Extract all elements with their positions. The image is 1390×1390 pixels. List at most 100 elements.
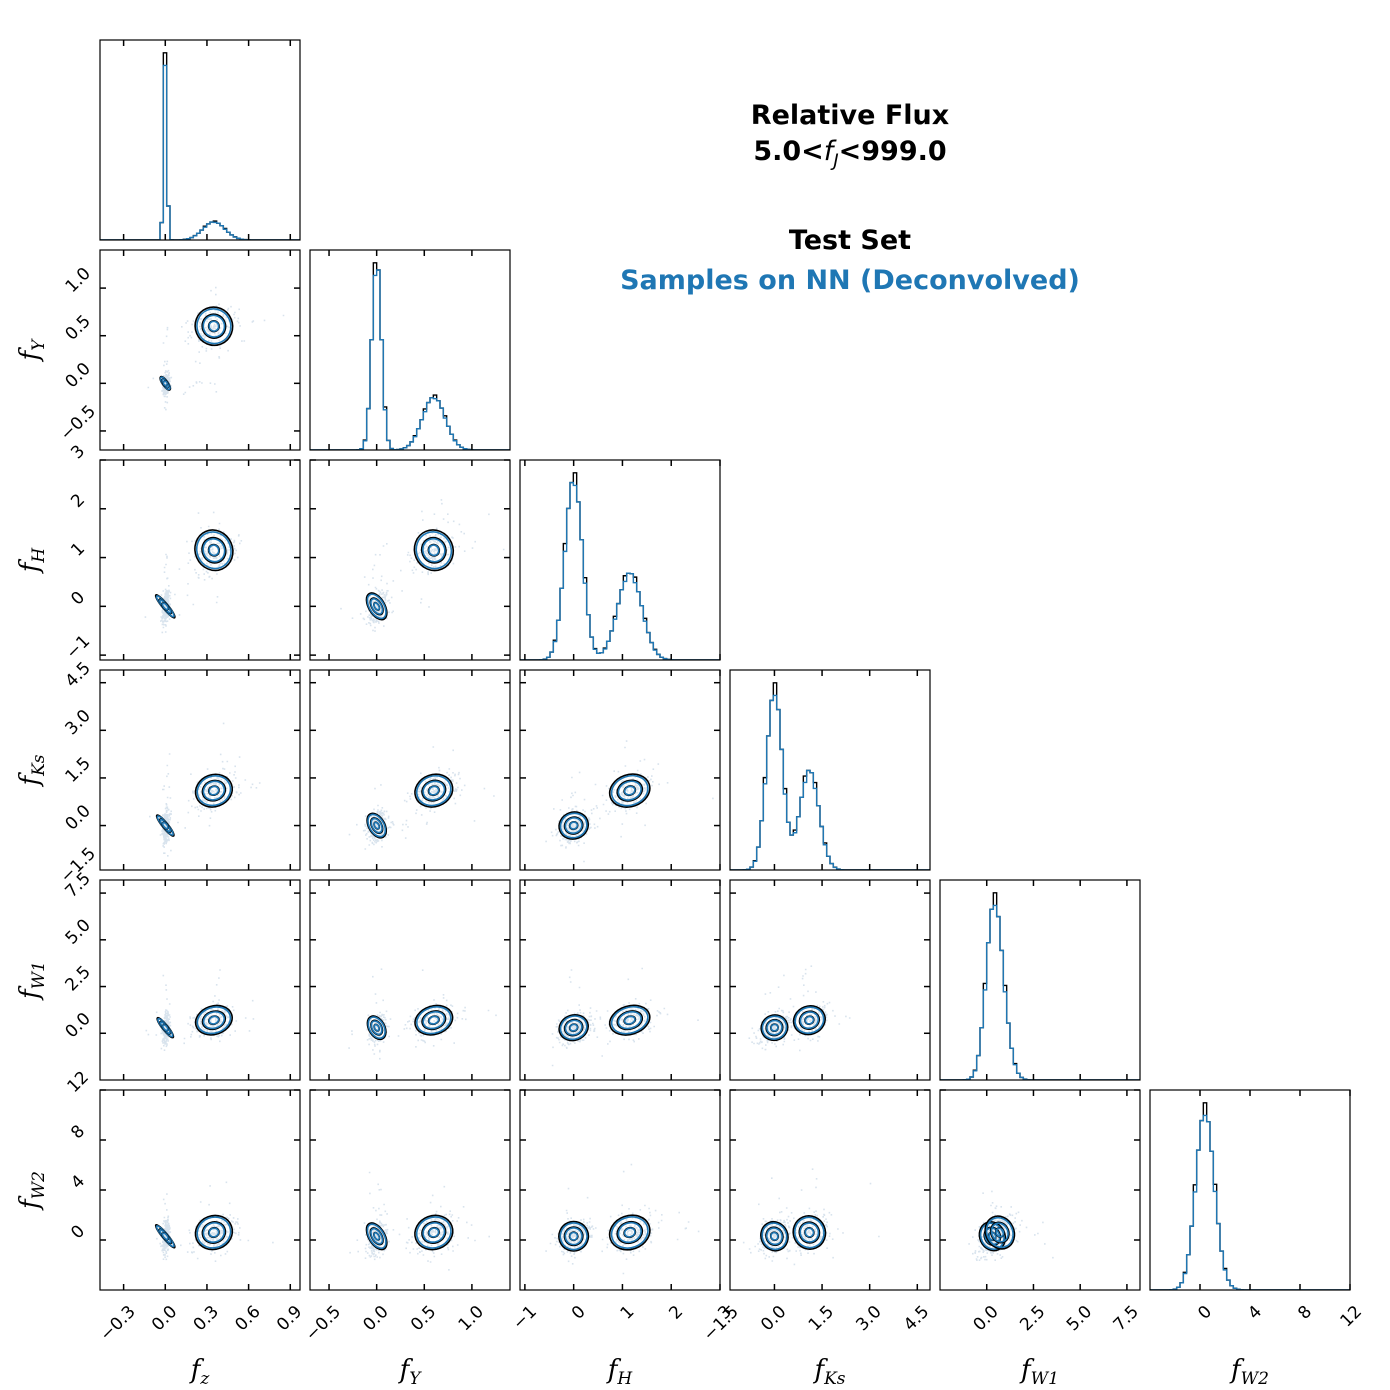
panel-frame <box>729 1089 931 1291</box>
contour-nn-samples-fW1-fKs-1-0 <box>794 1006 825 1034</box>
panel-frame <box>519 1089 721 1291</box>
contour-nn-samples-fW2-fKs-0-1 <box>765 1227 783 1246</box>
x-axis-label-sub: Y <box>409 1369 422 1389</box>
panel-fKs-fz <box>99 669 301 871</box>
contour-test-set-fW2-fY-1-0 <box>414 1214 454 1251</box>
contour-test-set-fKs-fz-1-0 <box>194 773 234 808</box>
contour-test-set-fW2-fz-1-1 <box>201 1221 227 1244</box>
contour-nn-samples-fW2-fW1-1-0 <box>985 1216 1014 1249</box>
y-axis-label-fW1: fW1 <box>15 961 49 1001</box>
histogram-fz-nn-samples <box>100 64 300 240</box>
contour-nn-samples-fW1-fz-1-0 <box>196 1006 232 1035</box>
panel-frame <box>309 1089 511 1291</box>
contour-test-set-fKs-fH-1-0 <box>608 773 651 808</box>
x-tick-label-fz: 0.0 <box>148 1302 181 1335</box>
panel-fW2-fW2 <box>1149 1089 1351 1291</box>
y-axis-label-sub: W1 <box>29 961 49 989</box>
y-tick-label-fKs: 4.5 <box>62 658 95 691</box>
contour-test-set-fW2-fY-1-1 <box>421 1221 447 1244</box>
y-tick-label-fW1: 5.0 <box>62 915 95 948</box>
panel-fW1-fY <box>309 879 511 1081</box>
contour-test-set-fH-fY-1-0 <box>413 529 455 572</box>
contour-nn-samples-fW1-fKs-0-2 <box>770 1023 779 1032</box>
y-tick-label-fH: 3 <box>67 441 89 463</box>
panel-fH-fY <box>309 459 511 661</box>
contour-test-set-fW2-fW1-1-1 <box>989 1221 1010 1244</box>
y-tick-label-fH: 0 <box>67 588 89 610</box>
scatter-fKs-fY <box>348 746 495 850</box>
y-tick-label-fH: 1 <box>67 539 89 561</box>
x-tick-label-fz: 0.6 <box>231 1302 264 1335</box>
contour-nn-samples-fW2-fz-1-1 <box>202 1222 226 1243</box>
x-axis-label-fKs: fKs <box>812 1355 845 1389</box>
contour-nn-samples-fW1-fz-1-2 <box>208 1015 220 1025</box>
contour-test-set-fKs-fz-1-1 <box>201 779 227 802</box>
contour-nn-samples-fW1-fH-0-2 <box>569 1023 579 1032</box>
contour-nn-samples-fW1-fKs-0-0 <box>761 1015 788 1040</box>
contour-nn-samples-fW2-fKs-1-2 <box>804 1227 815 1238</box>
contour-test-set-fKs-fH-1-1 <box>616 779 644 802</box>
y-axis-label-sub: H <box>29 547 49 564</box>
y-axis-label-fKs: fKs <box>15 754 49 787</box>
panel-fW2-fY <box>309 1089 511 1291</box>
histogram-fW2-test-set <box>1150 1102 1350 1290</box>
panel-frame <box>99 1089 301 1291</box>
panel-frame <box>99 39 301 241</box>
contour-nn-samples-fKs-fY-0-1 <box>370 817 383 834</box>
contour-nn-samples-fKs-fY-0-0 <box>367 813 387 838</box>
x-tick-label-fz: −0.3 <box>96 1302 139 1345</box>
contour-nn-samples-fH-fY-1-2 <box>428 544 440 557</box>
contour-nn-samples-fKs-fY-0-2 <box>373 821 380 830</box>
contour-nn-samples-fW2-fKs-0-0 <box>761 1222 788 1251</box>
contour-test-set-fY-fz-1-1 <box>201 313 227 339</box>
panel-fW2-fKs <box>729 1089 931 1291</box>
x-axis-label-fW2: fW2 <box>1229 1355 1269 1389</box>
panel-frame <box>519 669 721 871</box>
panel-frame <box>309 879 511 1081</box>
x-tick-label-fKs: 4.5 <box>900 1302 933 1335</box>
contour-nn-samples-fW2-fY-0-2 <box>373 1232 381 1241</box>
x-tick-label-fW2: 8 <box>1294 1302 1316 1324</box>
contour-nn-samples-fW2-fH-1-0 <box>610 1216 649 1249</box>
contour-nn-samples-fKs-fz-0-2 <box>161 821 169 830</box>
x-tick-label-fW1: 7.5 <box>1110 1302 1143 1335</box>
y-tick-label-fW2: 8 <box>67 1121 89 1143</box>
panel-fW1-fW1 <box>939 879 1141 1081</box>
panel-frame <box>519 459 721 661</box>
y-axis-label-sub: W2 <box>29 1171 49 1199</box>
histogram-fKs-nn-samples <box>730 694 930 870</box>
y-tick-label-fH: −1 <box>62 631 94 663</box>
contour-nn-samples-fW2-fH-0-1 <box>564 1227 583 1246</box>
contour-nn-samples-fH-fY-1-0 <box>415 531 453 570</box>
contour-nn-samples-fW1-fY-0-1 <box>370 1020 383 1036</box>
contour-nn-samples-fW2-fY-0-1 <box>370 1227 384 1245</box>
histogram-fY-test-set <box>310 262 510 450</box>
contour-test-set-fW1-fY-1-0 <box>414 1004 454 1036</box>
x-axis-label-sub: W1 <box>1031 1369 1059 1389</box>
subtitle-prefix: 5.0< <box>753 136 824 167</box>
contour-test-set-fKs-fY-1-0 <box>414 773 454 808</box>
contour-test-set-fW2-fz-1-0 <box>194 1214 234 1251</box>
scatter-fKs-fz <box>149 722 261 857</box>
contour-nn-samples-fH-fz-1-0 <box>195 531 232 570</box>
x-tick-label-fKs: 3.0 <box>852 1302 885 1335</box>
x-axis-label-fY: fY <box>398 1355 423 1389</box>
x-tick-label-fW2: 12 <box>1337 1302 1366 1331</box>
panel-fW1-fH <box>519 879 721 1081</box>
contour-nn-samples-fW1-fY-1-0 <box>416 1006 452 1035</box>
contour-test-set-fW2-fW1-1-0 <box>984 1215 1016 1250</box>
y-axis-label-sub: Y <box>29 338 49 351</box>
contour-nn-samples-fW2-fz-1-0 <box>196 1216 232 1249</box>
y-tick-label-fKs: 1.5 <box>62 754 95 787</box>
contour-nn-samples-fW2-fH-1-2 <box>623 1227 636 1238</box>
contour-test-set-fW2-fH-0-1 <box>563 1226 584 1247</box>
y-axis-label-fY: fY <box>15 338 49 363</box>
scatter-fW1-fz <box>145 969 255 1051</box>
histogram-fW1-nn-samples <box>940 904 1140 1080</box>
scatter-fH-fz <box>144 511 243 634</box>
x-tick-label-fY: 0.0 <box>359 1302 392 1335</box>
contour-test-set-fW1-fH-1-1 <box>616 1010 644 1031</box>
contour-test-set-fH-fz-1-0 <box>194 529 234 572</box>
contour-nn-samples-fKs-fH-0-2 <box>569 821 579 830</box>
